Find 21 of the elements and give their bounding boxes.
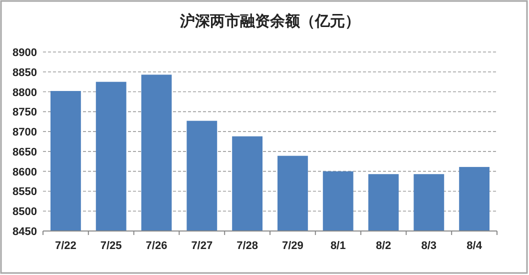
x-tick-label: 7/22 (54, 240, 76, 252)
x-tick-label: 7/25 (100, 240, 122, 252)
y-tick-label: 8450 (12, 226, 37, 238)
y-tick-label: 8600 (12, 166, 37, 178)
chart-title: 沪深两市融资余额（亿元） (179, 12, 360, 30)
x-tick-label: 7/27 (191, 240, 213, 252)
y-tick-label: 8550 (12, 186, 37, 198)
y-tick-label: 8850 (12, 66, 37, 79)
y-tick-label: 8650 (12, 146, 37, 158)
y-tick-label: 8750 (12, 106, 37, 119)
x-tick-label: 7/26 (146, 240, 168, 252)
y-tick-label: 8500 (12, 206, 37, 218)
y-tick-label: 8900 (12, 47, 37, 59)
x-tick-label: 7/29 (282, 240, 304, 252)
x-tick-label: 8/4 (466, 240, 483, 252)
x-tick-label: 8/1 (330, 240, 346, 252)
x-tick-label: 8/2 (376, 240, 392, 252)
y-tick-label: 8800 (12, 86, 37, 99)
x-tick-label: 8/3 (421, 240, 437, 252)
x-tick-label: 7/28 (236, 240, 258, 252)
y-tick-label: 8700 (12, 126, 37, 139)
